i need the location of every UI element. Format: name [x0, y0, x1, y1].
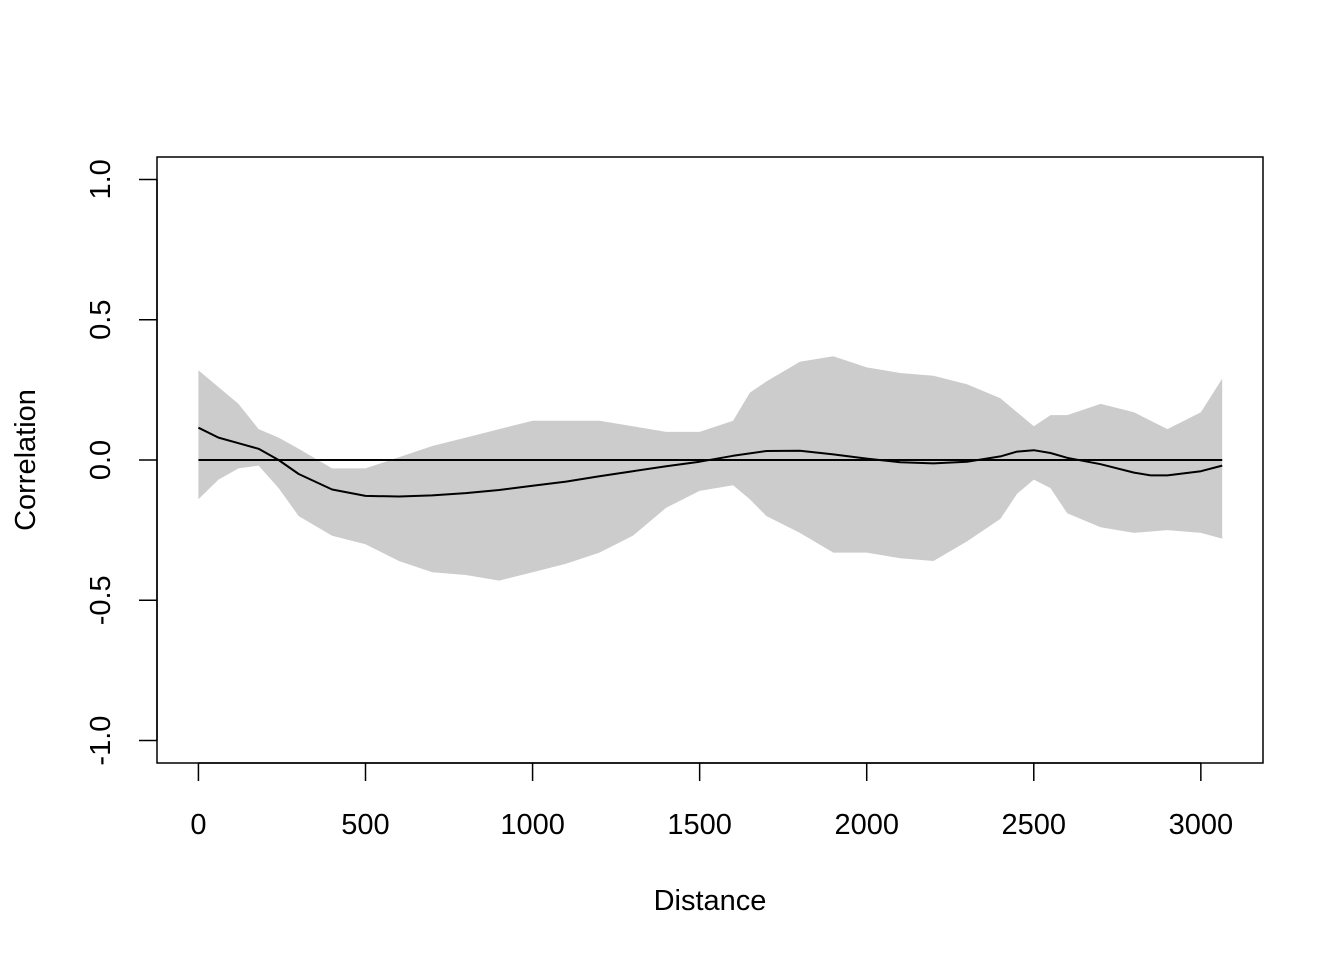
x-tick-label: 2500: [1002, 809, 1067, 841]
x-tick-label: 2000: [834, 809, 899, 841]
y-tick-label: 1.0: [85, 159, 117, 199]
x-axis-title: Distance: [654, 885, 767, 917]
y-tick-label: 0.0: [85, 440, 117, 480]
y-axis-title: Correlation: [10, 389, 42, 531]
y-tick-label: 0.5: [85, 300, 117, 340]
x-axis: 0 500 1000 1500 2000 2500 3000: [190, 762, 1234, 841]
x-tick-label: 1000: [500, 809, 565, 841]
correlation-series-line: [197, 426, 1223, 498]
y-tick-label: -1.0: [85, 716, 117, 766]
y-tick-label: -0.5: [85, 575, 117, 625]
series-layer: [197, 426, 1223, 498]
x-tick-label: 1500: [667, 809, 732, 841]
x-tick-label: 500: [341, 809, 389, 841]
x-tick-label: 3000: [1169, 809, 1234, 841]
confidence-envelope: [198, 356, 1223, 581]
envelope-layer: [198, 356, 1223, 581]
y-axis: -1.0 -0.5 0.0 0.5 1.0: [85, 159, 158, 766]
x-tick-label: 0: [190, 809, 206, 841]
